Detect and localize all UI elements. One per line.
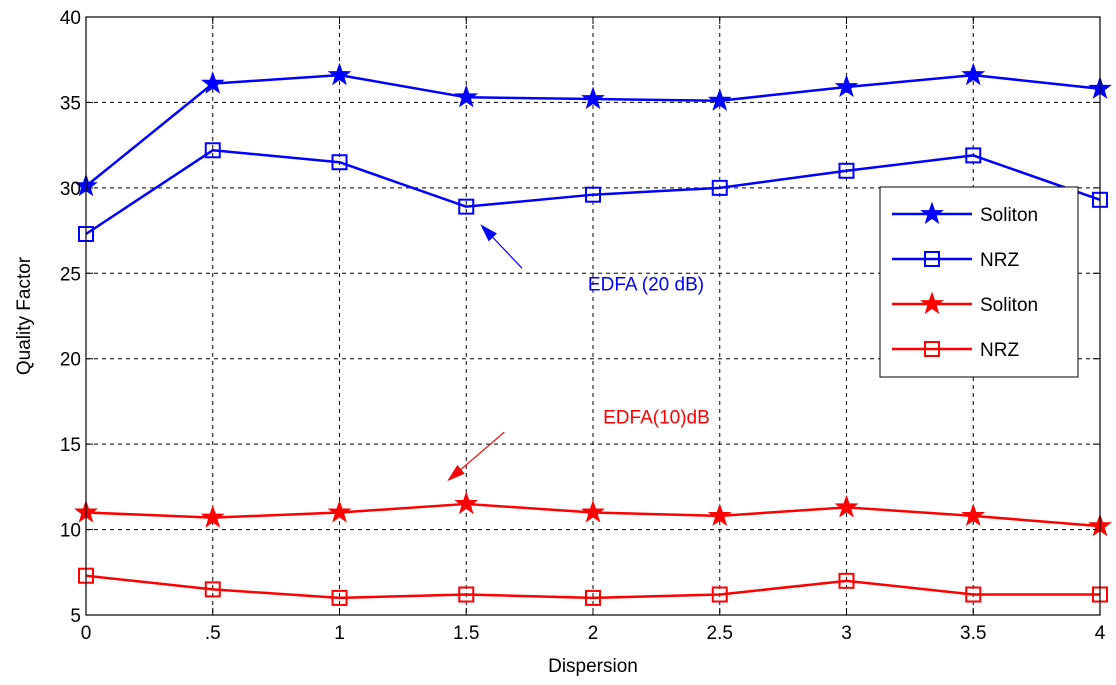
data-point-square bbox=[458, 586, 475, 603]
data-point-square bbox=[585, 186, 601, 203]
series-line bbox=[85, 149, 1101, 236]
data-point-square bbox=[331, 154, 348, 171]
annotation-label: EDFA (20 dB) bbox=[588, 274, 704, 295]
series-line bbox=[85, 574, 1100, 600]
x-tick-label: 4 bbox=[1095, 623, 1106, 644]
legend-entry-1: NRZ bbox=[892, 250, 1019, 271]
axis-ticks: 0 .5 1 1.5 2 2.5 3 3.5 4 5 10 15 20 25 30 35 40 bbox=[60, 8, 1106, 644]
y-tick-label: 15 bbox=[60, 435, 81, 456]
legend-label: NRZ bbox=[980, 250, 1019, 271]
annotation-label: EDFA(10)dB bbox=[603, 408, 710, 429]
annotation-1: EDFA(10)dB bbox=[447, 408, 710, 482]
data-point-star bbox=[327, 62, 352, 86]
legend: Soliton NRZ Soliton NRZ bbox=[879, 186, 1079, 378]
annotation-arrow-head bbox=[447, 464, 465, 482]
data-point-square bbox=[331, 589, 348, 606]
data-point-square bbox=[838, 572, 855, 589]
data-point-star bbox=[961, 503, 986, 527]
y-tick-label: 35 bbox=[60, 93, 81, 114]
series-0-soliton bbox=[74, 62, 1112, 197]
legend-entry-0: Soliton bbox=[892, 201, 1038, 226]
annotations: EDFA (20 dB) EDFA(10)dB bbox=[447, 224, 710, 482]
x-tick-label: 1.5 bbox=[453, 623, 479, 644]
legend-label: Soliton bbox=[980, 205, 1038, 226]
annotation-0: EDFA (20 dB) bbox=[480, 224, 704, 295]
data-point-star bbox=[200, 71, 225, 94]
legend-label: Soliton bbox=[980, 295, 1038, 316]
legend-box bbox=[879, 186, 1079, 378]
data-point-square bbox=[711, 586, 728, 603]
legend-marker-square bbox=[924, 251, 940, 267]
data-point-square bbox=[965, 147, 982, 164]
x-tick-label: .5 bbox=[205, 623, 221, 644]
data-point-square bbox=[838, 162, 855, 179]
data-point-star bbox=[834, 494, 859, 518]
series-lines bbox=[74, 62, 1112, 606]
data-point-star bbox=[707, 503, 732, 527]
data-point-square bbox=[711, 179, 728, 196]
x-tick-label: 3 bbox=[841, 623, 852, 644]
y-tick-label: 40 bbox=[60, 8, 81, 29]
x-axis-title: Dispersion bbox=[548, 656, 638, 677]
data-point-star bbox=[581, 86, 605, 110]
legend-marker-square bbox=[924, 341, 940, 357]
y-tick-label: 30 bbox=[60, 179, 81, 200]
data-point-star bbox=[581, 499, 605, 523]
x-tick-label: 2 bbox=[588, 623, 599, 644]
data-point-star bbox=[707, 88, 732, 111]
data-point-square bbox=[458, 198, 475, 215]
legend-marker-star bbox=[920, 201, 944, 225]
legend-entry-3: NRZ bbox=[892, 340, 1019, 361]
data-point-star bbox=[834, 74, 859, 98]
x-tick-label: 3.5 bbox=[960, 623, 986, 644]
data-point-square bbox=[204, 142, 221, 159]
y-tick-label: 5 bbox=[70, 606, 81, 627]
legend-entry-2: Soliton bbox=[892, 291, 1038, 316]
data-point-star bbox=[454, 491, 479, 515]
data-point-star bbox=[327, 499, 352, 523]
x-tick-label: 1 bbox=[334, 623, 345, 644]
legend-marker-star bbox=[920, 291, 944, 315]
x-tick-label: 0 bbox=[81, 623, 92, 644]
series-3-nrz bbox=[78, 567, 1108, 606]
legend-label: NRZ bbox=[980, 340, 1019, 361]
annotation-arrow-head bbox=[480, 224, 497, 242]
data-point-square bbox=[965, 586, 982, 603]
y-tick-label: 20 bbox=[60, 350, 81, 371]
x-tick-label: 2.5 bbox=[707, 623, 733, 644]
y-tick-label: 10 bbox=[60, 521, 81, 542]
data-point-star bbox=[961, 62, 986, 86]
data-point-square bbox=[585, 589, 601, 606]
y-tick-label: 25 bbox=[60, 264, 81, 285]
data-point-star bbox=[454, 84, 479, 108]
y-axis-title: Quality Factor bbox=[14, 256, 35, 375]
data-point-square bbox=[204, 581, 221, 598]
data-point-star bbox=[200, 505, 225, 528]
